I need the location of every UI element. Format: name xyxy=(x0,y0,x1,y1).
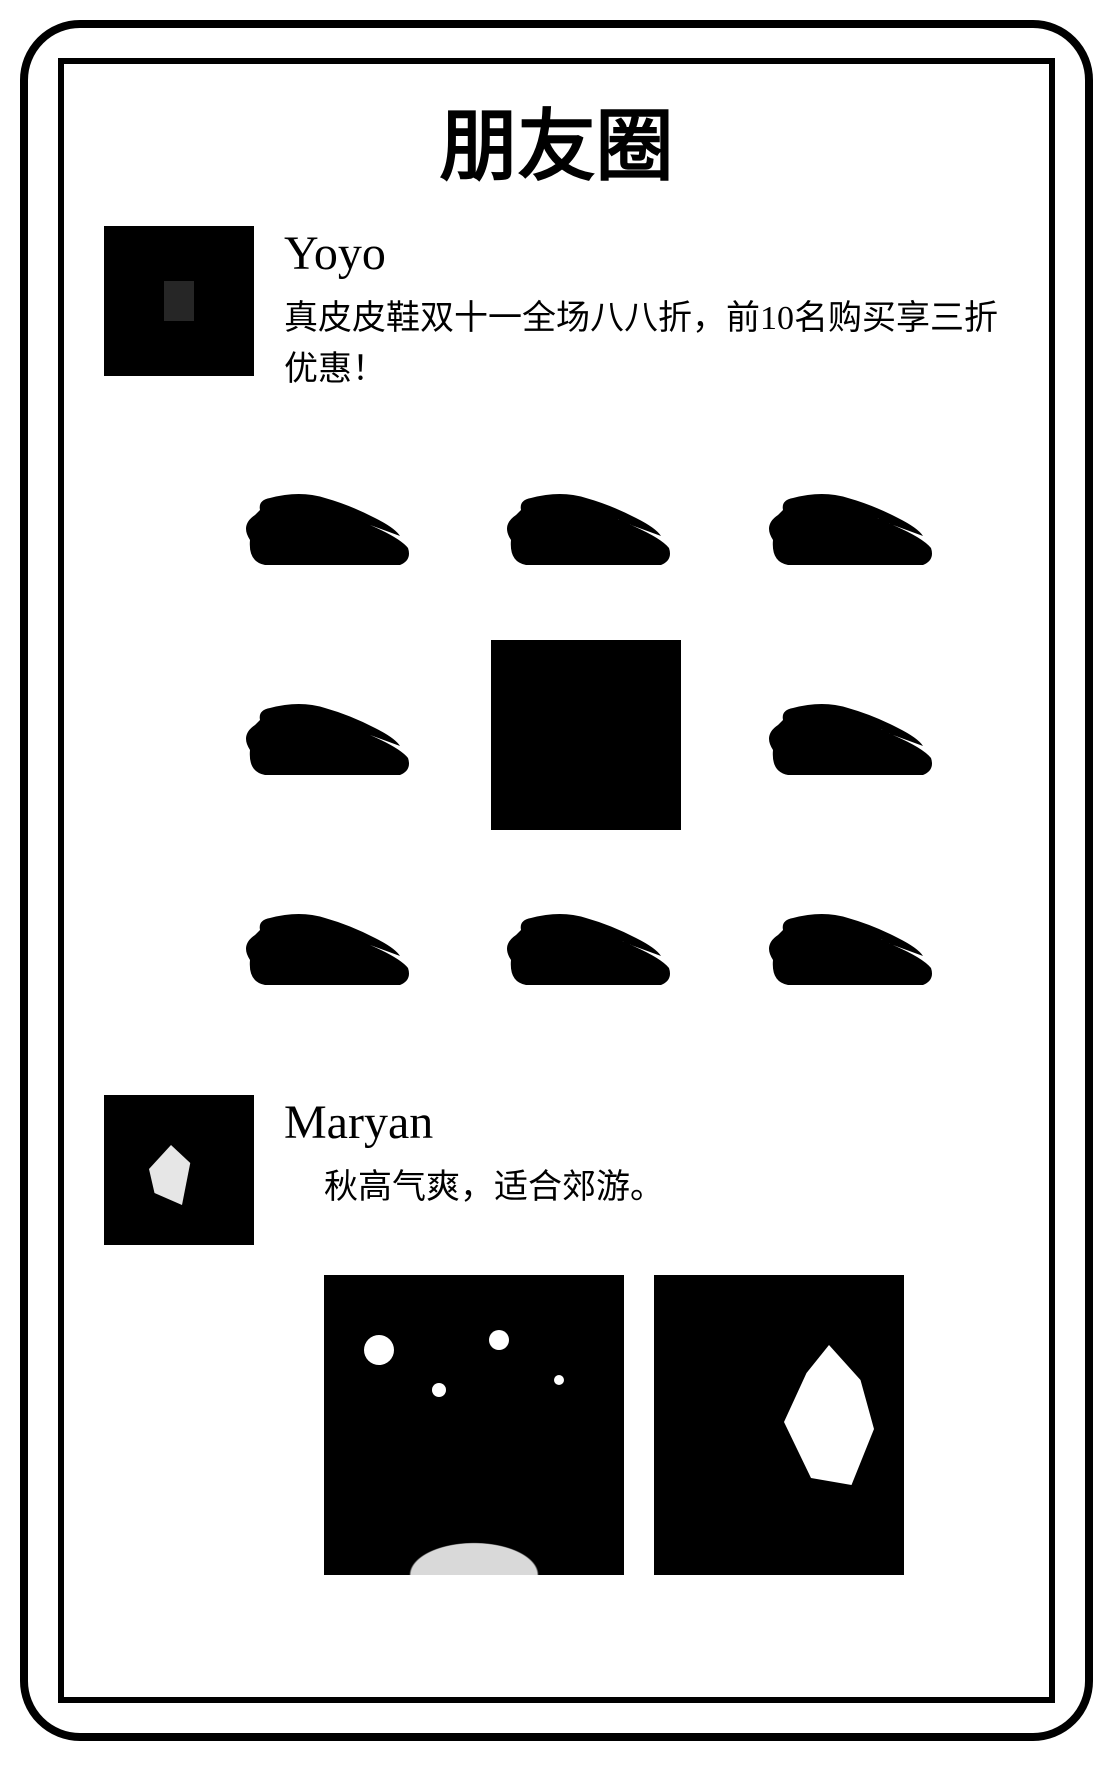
grid-cell[interactable] xyxy=(224,445,426,605)
post: Maryan 秋高气爽，适合郊游。 xyxy=(104,1095,1009,1575)
shoe-icon xyxy=(753,890,943,1000)
post-text: 真皮皮鞋双十一全场八八折，前10名购买享三折优惠！ xyxy=(284,293,1009,395)
post-meta: Maryan 秋高气爽，适合郊游。 xyxy=(284,1095,1009,1213)
shoe-icon xyxy=(230,470,420,580)
photo[interactable] xyxy=(324,1275,624,1575)
grid-cell[interactable] xyxy=(747,865,949,1025)
shoe-icon xyxy=(491,470,681,580)
avatar[interactable] xyxy=(104,226,254,376)
post-header: Yoyo 真皮皮鞋双十一全场八八折，前10名购买享三折优惠！ xyxy=(104,226,1009,395)
grid-cell[interactable] xyxy=(486,445,688,605)
avatar[interactable] xyxy=(104,1095,254,1245)
image-grid-9 xyxy=(104,425,1009,1055)
shoe-icon xyxy=(230,680,420,790)
username[interactable]: Maryan xyxy=(284,1095,1009,1150)
post-text: 秋高气爽，适合郊游。 xyxy=(284,1162,1009,1213)
shoe-icon xyxy=(753,470,943,580)
center-image-box xyxy=(491,640,681,830)
grid-cell[interactable] xyxy=(747,655,949,815)
grid-cell[interactable] xyxy=(486,655,688,815)
post-header: Maryan 秋高气爽，适合郊游。 xyxy=(104,1095,1009,1245)
page-title: 朋友圈 xyxy=(104,84,1009,196)
inner-frame: 朋友圈 Yoyo 真皮皮鞋双十一全场八八折，前10名购买享三折优惠！ xyxy=(58,58,1055,1703)
grid-cell[interactable] xyxy=(747,445,949,605)
shoe-icon xyxy=(753,680,943,790)
grid-cell[interactable] xyxy=(486,865,688,1025)
shoe-icon xyxy=(491,890,681,1000)
grid-cell[interactable] xyxy=(224,865,426,1025)
post: Yoyo 真皮皮鞋双十一全场八八折，前10名购买享三折优惠！ xyxy=(104,226,1009,1055)
post-meta: Yoyo 真皮皮鞋双十一全场八八折，前10名购买享三折优惠！ xyxy=(284,226,1009,395)
username[interactable]: Yoyo xyxy=(284,226,1009,281)
grid-cell[interactable] xyxy=(224,655,426,815)
shoe-icon xyxy=(230,890,420,1000)
photo[interactable] xyxy=(654,1275,904,1575)
image-grid-2 xyxy=(104,1275,1009,1575)
device-frame: 朋友圈 Yoyo 真皮皮鞋双十一全场八八折，前10名购买享三折优惠！ xyxy=(20,20,1093,1741)
